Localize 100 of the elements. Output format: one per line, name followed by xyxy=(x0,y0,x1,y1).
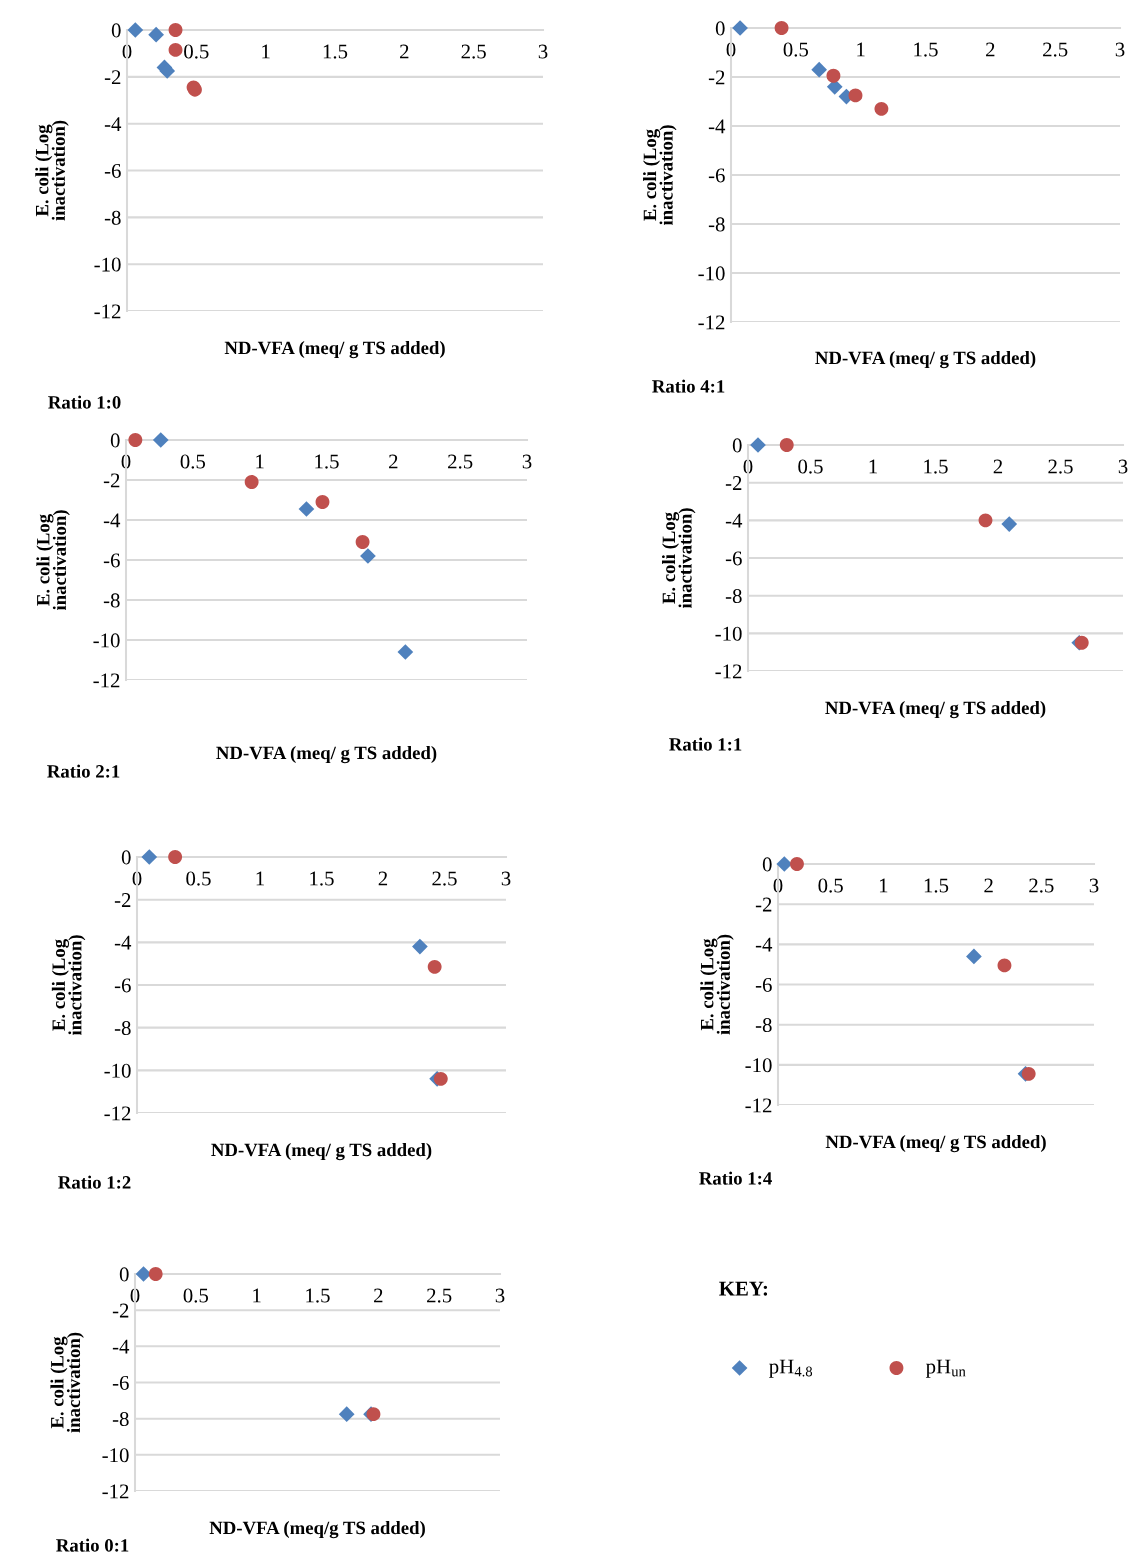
point xyxy=(168,42,183,57)
y-axis-title: E. coli (Log inactivation) xyxy=(643,125,677,226)
x-axis-title: ND-VFA (meq/ g TS added) xyxy=(224,341,445,359)
x-axis-title: ND-VFA (meq/ g TS added) xyxy=(825,1135,1046,1153)
text: Ratio 1:0 xyxy=(48,395,121,409)
y-tick-label: -8 xyxy=(104,210,121,225)
y-axis-title: E. coli (Log inactivation) xyxy=(51,935,86,1036)
x-tick-label: 3 xyxy=(501,871,511,886)
point xyxy=(774,21,789,35)
point xyxy=(244,475,259,489)
point xyxy=(732,20,748,36)
y-tick-label: -8 xyxy=(112,1412,129,1427)
y-tick-label: 0 xyxy=(111,23,121,38)
point xyxy=(874,101,889,116)
point xyxy=(355,535,370,549)
x-tick-label: 1 xyxy=(253,1288,261,1303)
point xyxy=(427,959,442,974)
x-tick-label: 0.5 xyxy=(183,1288,209,1303)
text: Ratio 2:1 xyxy=(47,764,120,778)
x-tick-label: 2.5 xyxy=(432,871,457,886)
text: Ratio 1:4 xyxy=(699,1171,772,1185)
point xyxy=(1001,516,1018,532)
y-tick-label: -10 xyxy=(715,626,742,641)
point xyxy=(152,432,169,448)
x-tick-label: 2.5 xyxy=(1048,459,1073,474)
point xyxy=(997,958,1012,973)
point xyxy=(848,88,863,103)
y-tick-label: -6 xyxy=(103,553,120,568)
x-tick-label: 1.5 xyxy=(914,42,938,57)
y-tick-label: -10 xyxy=(102,1448,129,1463)
y-tick-label: -10 xyxy=(698,266,725,281)
y-tick-label: -8 xyxy=(755,1018,772,1033)
point xyxy=(978,513,993,528)
y-axis-title: E. coli (Log inactivation) xyxy=(662,508,696,609)
y-tick-label: -8 xyxy=(103,593,120,608)
x-tick-label: 1.5 xyxy=(924,878,949,893)
x-tick-label: 1 xyxy=(879,878,888,893)
y-tick-label: -6 xyxy=(755,977,772,992)
point xyxy=(397,644,414,660)
point xyxy=(826,68,841,83)
x-axis-title: ND-VFA (meq/ g TS added) xyxy=(825,701,1046,719)
x-axis-title: ND-VFA (meq/ g TS added) xyxy=(216,746,437,764)
point xyxy=(779,438,794,452)
legend-label: pH$_{un}$ xyxy=(925,1359,966,1378)
y-axis-title: E. coli (Log inactivation) xyxy=(50,1332,84,1433)
text: Ratio 1:1 xyxy=(669,737,742,751)
y-tick-label: -8 xyxy=(708,217,725,232)
x-tick-label: 2 xyxy=(986,42,995,57)
x-tick-label: 0.5 xyxy=(186,871,211,886)
y-tick-label: 0 xyxy=(762,857,772,872)
x-tick-label: 2 xyxy=(400,44,409,59)
y-tick-label: 0 xyxy=(110,433,120,448)
y-tick-label: -12 xyxy=(93,673,120,688)
x-tick-label: 2 xyxy=(993,459,1003,474)
x-tick-label: 1.5 xyxy=(323,44,348,59)
x-tick-label: 2 xyxy=(378,871,388,886)
y-tick-label: -2 xyxy=(103,473,120,488)
y-tick-label: -2 xyxy=(104,70,121,85)
x-tick-label: 1.5 xyxy=(315,454,339,469)
y-tick-label: -2 xyxy=(755,897,772,912)
y-tick-label: -4 xyxy=(112,1339,130,1354)
y-tick-label: 0 xyxy=(732,438,742,453)
y-tick-label: -8 xyxy=(725,589,742,604)
y-tick-label: -10 xyxy=(745,1058,772,1073)
y-tick-label: -4 xyxy=(104,117,122,131)
x-tick-label: 2.5 xyxy=(427,1288,452,1303)
point xyxy=(360,548,376,564)
point xyxy=(315,495,330,509)
x-tick-label: 3 xyxy=(522,454,532,469)
point xyxy=(127,22,144,38)
x-tick-label: 1.5 xyxy=(924,459,948,474)
x-axis-title: ND-VFA (meq/ g TS added) xyxy=(815,351,1036,369)
y-tick-label: -12 xyxy=(104,1106,131,1121)
y-tick-label: -12 xyxy=(745,1098,772,1113)
x-tick-label: 0 xyxy=(773,878,783,893)
y-tick-label: 0 xyxy=(715,21,725,36)
x-tick-label: 3 xyxy=(538,44,548,59)
y-tick-label: -12 xyxy=(94,304,121,319)
point xyxy=(433,1071,448,1086)
point xyxy=(750,437,766,453)
x-tick-label: 2.5 xyxy=(461,44,486,59)
x-tick-label: 0.5 xyxy=(184,44,209,59)
y-tick-label: -2 xyxy=(112,1303,129,1318)
y-tick-label: -4 xyxy=(725,513,743,528)
point xyxy=(298,501,315,517)
point xyxy=(168,23,183,37)
y-tick-label: -4 xyxy=(755,937,773,952)
x-tick-label: 2 xyxy=(984,878,993,893)
y-tick-label: -6 xyxy=(112,1375,129,1390)
y-tick-label: -8 xyxy=(114,1021,131,1036)
x-tick-label: 0 xyxy=(132,871,142,886)
point xyxy=(412,938,428,955)
y-tick-label: -4 xyxy=(708,119,726,134)
text: Ratio 4:1 xyxy=(652,379,725,393)
y-tick-label: -12 xyxy=(698,315,725,330)
y-tick-label: -4 xyxy=(103,513,121,528)
point xyxy=(168,850,183,864)
y-tick-label: -6 xyxy=(725,551,742,566)
point xyxy=(776,856,793,872)
y-axis-title: E. coli (Log inactivation) xyxy=(35,120,69,221)
